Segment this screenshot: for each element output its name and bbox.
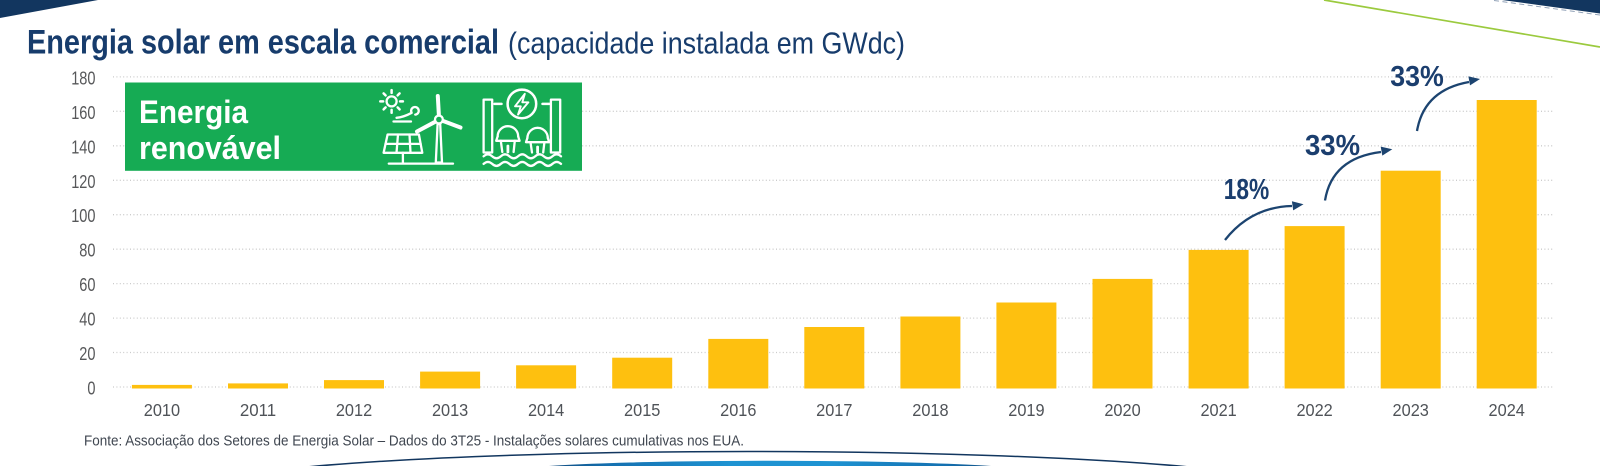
svg-text:2019: 2019: [1008, 400, 1044, 420]
svg-text:2012: 2012: [336, 400, 372, 420]
svg-text:2016: 2016: [720, 400, 756, 420]
svg-text:2015: 2015: [624, 400, 660, 420]
svg-text:Energia: Energia: [139, 94, 248, 130]
svg-text:120: 120: [71, 171, 95, 192]
svg-text:2014: 2014: [528, 400, 564, 420]
svg-text:2022: 2022: [1296, 400, 1332, 420]
svg-text:40: 40: [79, 309, 95, 330]
svg-text:160: 160: [71, 102, 95, 123]
svg-text:100: 100: [71, 205, 95, 226]
svg-text:140: 140: [71, 136, 95, 157]
svg-text:33%: 33%: [1305, 130, 1360, 162]
svg-text:18%: 18%: [1224, 174, 1270, 206]
svg-text:2020: 2020: [1104, 400, 1140, 420]
svg-text:Fonte: Associação dos Setores: Fonte: Associação dos Setores de Energia…: [84, 433, 744, 450]
svg-text:180: 180: [71, 67, 95, 88]
svg-text:2021: 2021: [1200, 400, 1236, 420]
svg-text:2024: 2024: [1489, 400, 1525, 420]
svg-text:(capacidade instalada em GWdc): (capacidade instalada em GWdc): [508, 27, 905, 61]
svg-text:60: 60: [79, 274, 95, 295]
svg-text:2017: 2017: [816, 400, 852, 420]
svg-text:0: 0: [87, 378, 95, 399]
svg-text:2011: 2011: [240, 400, 276, 420]
svg-text:2018: 2018: [912, 400, 948, 420]
svg-text:20: 20: [79, 343, 95, 364]
svg-text:renovável: renovável: [139, 130, 281, 166]
svg-text:80: 80: [79, 240, 95, 261]
svg-text:Energia solar em escala comerc: Energia solar em escala comercial: [27, 24, 499, 62]
svg-text:2013: 2013: [432, 400, 468, 420]
svg-text:2023: 2023: [1393, 400, 1429, 420]
svg-text:33%: 33%: [1390, 61, 1444, 93]
svg-text:2010: 2010: [144, 400, 180, 420]
